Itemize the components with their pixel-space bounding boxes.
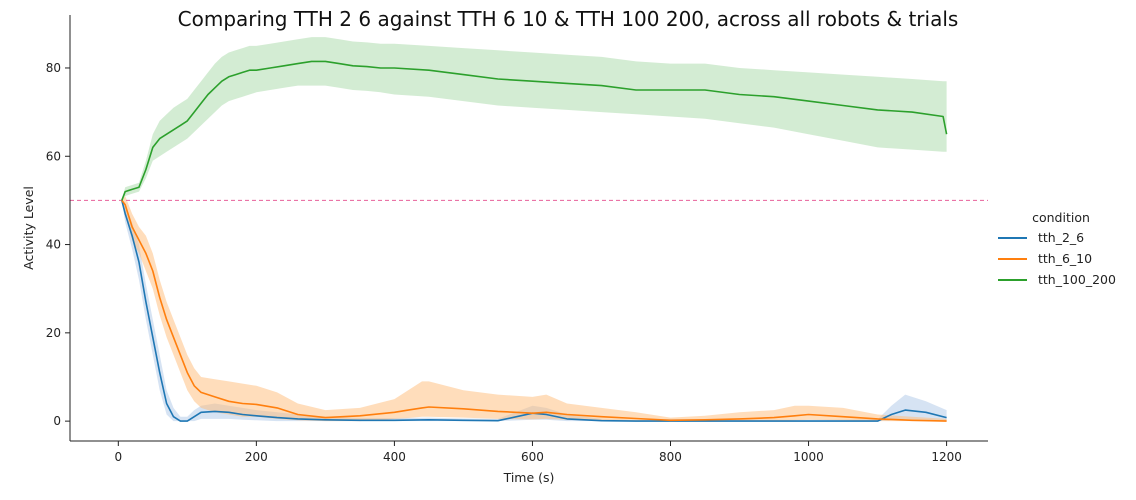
series-lines	[121, 60, 948, 422]
band-tth_6_10	[121, 196, 947, 422]
y-tick-label: 60	[46, 149, 61, 163]
band-tth_100_200	[121, 37, 947, 201]
legend-label-tth_100_200: tth_100_200	[1038, 272, 1116, 287]
y-tick-label: 40	[46, 238, 61, 252]
x-tick-label: 400	[383, 450, 406, 464]
confidence-bands	[121, 37, 947, 422]
x-tick-label: 600	[521, 450, 544, 464]
line-tth_100_200	[121, 60, 948, 201]
y-tick-label: 0	[53, 414, 61, 428]
y-tick-label: 80	[46, 61, 61, 75]
x-tick-label: 200	[245, 450, 268, 464]
y-ticks: 0 20 40 60 80	[46, 61, 70, 428]
line-tth_2_6	[121, 200, 947, 422]
line-tth_6_10	[121, 199, 947, 422]
x-tick-label: 800	[659, 450, 682, 464]
y-tick-label: 20	[46, 326, 61, 340]
axes	[69, 15, 988, 442]
x-ticks: 0 200 400 600 800 1000 1200	[114, 441, 962, 464]
x-tick-label: 1200	[931, 450, 962, 464]
legend: condition tth_2_6 tth_6_10 tth_100_200	[998, 210, 1116, 287]
legend-title: condition	[1032, 210, 1090, 225]
y-axis-label: Activity Level	[21, 186, 36, 270]
chart-title: Comparing TTH 2 6 against TTH 6 10 & TTH…	[178, 7, 959, 31]
x-axis-label: Time (s)	[503, 470, 555, 485]
legend-label-tth_6_10: tth_6_10	[1038, 251, 1092, 266]
x-tick-label: 0	[114, 450, 122, 464]
x-tick-label: 1000	[793, 450, 824, 464]
legend-label-tth_2_6: tth_2_6	[1038, 230, 1084, 245]
